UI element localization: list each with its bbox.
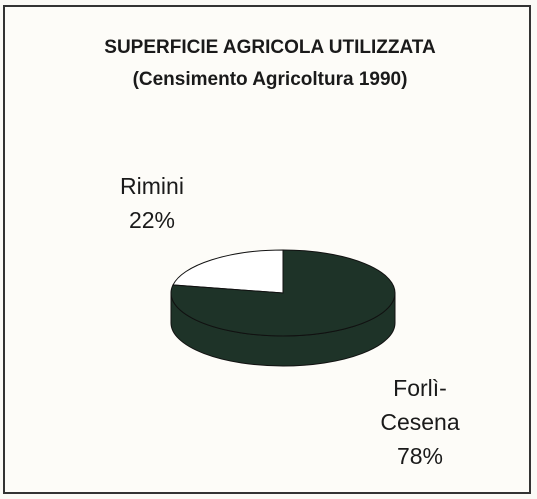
- slice: [172, 249, 284, 294]
- slice-value-label: 22%: [129, 207, 175, 233]
- frame: [3, 5, 531, 494]
- slice-label: Rimini: [120, 173, 184, 199]
- chart-subtitle: (Censimento Agricoltura 1990): [133, 69, 408, 90]
- slice-label: Forlì-Cesena: [380, 375, 459, 435]
- slice-value-label: 78%: [397, 443, 443, 469]
- chart-title: SUPERFICIE AGRICOLA UTILIZZATA: [104, 37, 436, 58]
- slice: [170, 249, 396, 337]
